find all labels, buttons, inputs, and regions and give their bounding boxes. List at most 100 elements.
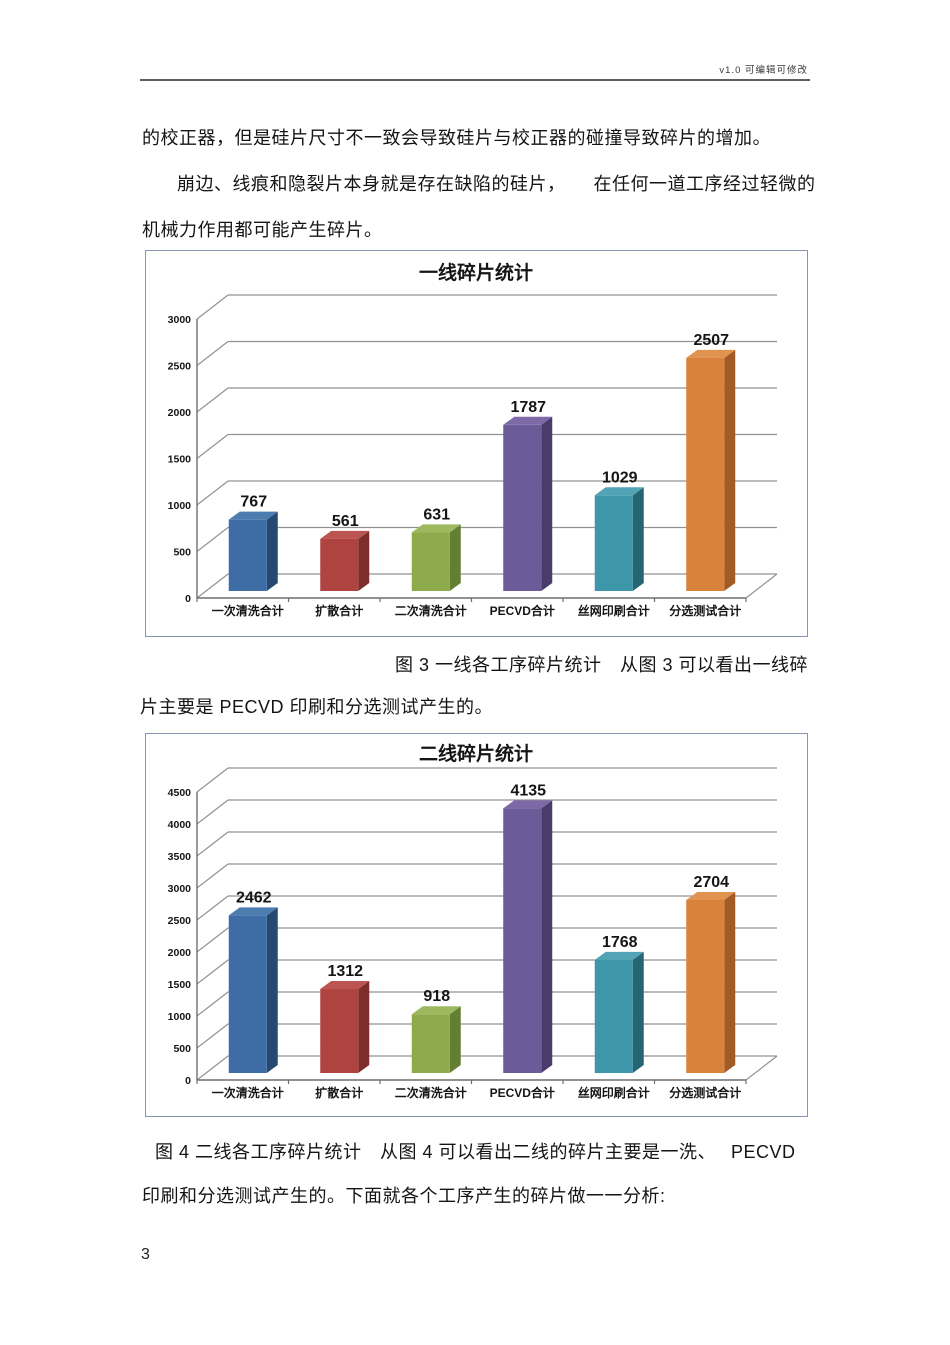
category-label: 扩散合计 [315, 603, 363, 618]
bar-front-face [228, 519, 267, 591]
y-tick-label: 2500 [168, 361, 192, 373]
y-tick-label: 500 [173, 1043, 191, 1055]
paragraph-line-3: 机械力作用都可能产生碎片。 [142, 220, 383, 240]
bar-column-分选测试合计: 2507 [686, 332, 736, 591]
wall-diagonal [196, 341, 229, 366]
bar-column-一次清洗合计: 767 [228, 494, 278, 591]
header-version-note: v1.0 可编辑可修改 [719, 65, 808, 76]
bar-top-face [320, 530, 370, 539]
y-tick-label: 4500 [168, 787, 192, 799]
y-tick-label: 3500 [168, 851, 192, 863]
bar-value-label: 1768 [602, 934, 638, 951]
bar-value-label: 2462 [236, 889, 272, 906]
y-tick-label: 4000 [168, 819, 192, 831]
bar-front-face [686, 899, 725, 1073]
bar-front-face [503, 808, 542, 1073]
wall-diagonal [196, 480, 229, 506]
bar-side-face [541, 416, 553, 591]
y-tick-label: 1500 [168, 454, 192, 466]
wall-diagonal [196, 927, 229, 953]
wall-diagonal [196, 831, 229, 857]
bar-front-face [320, 538, 359, 591]
bar-column-扩散合计: 1312 [320, 963, 370, 1073]
bar-front-face [228, 915, 267, 1073]
bar-top-face [411, 1006, 461, 1015]
bar-front-face [320, 989, 359, 1073]
chart-title: 二线碎片统计 [419, 742, 533, 765]
line2-fragment-bar-chart: 二线碎片统计 0 500 1000 1500 2000 2500 3000 3500 4000 45… [168, 742, 778, 1100]
chart-frame-line2: 二线碎片统计 0 500 1000 1500 2000 2500 3000 3500 4000 45… [145, 733, 808, 1117]
y-tick-label: 1000 [168, 1011, 192, 1023]
bar-front-face [686, 357, 725, 591]
y-tick-label: 0 [185, 593, 191, 605]
category-label: 扩散合计 [315, 1085, 363, 1100]
wall-diagonal [196, 434, 229, 459]
y-tick-label: 2000 [168, 947, 192, 959]
wall-diagonal [196, 294, 229, 320]
bar-value-label: 631 [423, 506, 450, 523]
bar-top-face [503, 800, 553, 809]
bar-top-face [594, 487, 644, 496]
header-rule [140, 79, 810, 81]
bar-value-label: 1029 [602, 469, 638, 486]
bar-front-face [411, 532, 450, 591]
bar-value-label: 2704 [693, 874, 729, 891]
bar-value-label: 1312 [327, 963, 363, 980]
wall-diagonal [196, 863, 229, 889]
bar-side-face [632, 487, 644, 591]
bar-top-face [503, 416, 553, 425]
bar-side-face [449, 524, 461, 591]
figure4-caption-line-1: 图 4 二线各工序碎片统计 从图 4 可以看出二线的碎片主要是一洗、 PECVD [155, 1142, 796, 1162]
bar-value-label: 767 [240, 494, 267, 511]
bar-front-face [594, 495, 633, 591]
bar-value-label: 4135 [510, 782, 546, 799]
floor-right-edge [745, 1055, 778, 1081]
paragraph-line-1: 的校正器，但是硅片尺寸不一致会导致硅片与校正器的碰撞导致碎片的增加。 [142, 128, 771, 148]
bar-column-一次清洗合计: 2462 [228, 889, 278, 1073]
bar-front-face [503, 424, 542, 591]
wall-diagonal [196, 895, 229, 921]
bar-top-face [228, 907, 278, 916]
bar-side-face [358, 530, 370, 591]
bar-front-face [411, 1014, 450, 1073]
bar-top-face [686, 349, 736, 358]
paragraph-line-2: 崩边、线痕和隐裂片本身就是存在缺陷的硅片， 在任何一道工序经过轻微的 [177, 174, 816, 194]
bar-column-二次清洗合计: 631 [411, 506, 461, 591]
category-label: 丝网印刷合计 [578, 1085, 650, 1100]
bar-top-face [686, 891, 736, 900]
bar-side-face [724, 349, 736, 591]
bar-side-face [541, 800, 553, 1073]
wall-diagonal [196, 1055, 229, 1081]
floor-right-edge [745, 573, 778, 599]
axes-group [196, 319, 778, 602]
page-number: 3 [141, 1246, 150, 1263]
bar-column-二次清洗合计: 918 [411, 988, 461, 1073]
category-label: 分选测试合计 [669, 603, 741, 618]
gridlines-group: 0 500 1000 1500 2000 2500 3000 [168, 294, 777, 605]
bar-front-face [594, 959, 633, 1073]
category-label: 一次清洗合计 [212, 1085, 284, 1100]
bar-value-label: 2507 [693, 332, 729, 349]
wall-diagonal [196, 573, 229, 599]
category-label: PECVD合计 [490, 603, 555, 618]
bar-top-face [411, 524, 461, 533]
bar-side-face [724, 891, 736, 1073]
wall-diagonal [196, 991, 229, 1017]
y-tick-label: 2000 [168, 407, 192, 419]
bar-top-face [320, 981, 370, 990]
category-label: 一次清洗合计 [212, 603, 284, 618]
category-label: 二次清洗合计 [395, 1085, 467, 1100]
y-tick-label: 3000 [168, 883, 192, 895]
bar-side-face [632, 951, 644, 1073]
chart-frame-line1: 一线碎片统计 0 500 1000 1500 2000 2500 3000 767 一次清洗合计 5… [145, 250, 808, 637]
y-tick-label: 0 [185, 1075, 191, 1087]
bar-side-face [266, 907, 278, 1073]
wall-diagonal [196, 799, 229, 825]
figure3-caption-line-1: 图 3 一线各工序碎片统计 从图 3 可以看出一线碎 [395, 655, 809, 675]
y-tick-label: 500 [173, 547, 191, 559]
bar-side-face [358, 981, 370, 1073]
wall-diagonal [196, 1023, 229, 1049]
category-label: PECVD合计 [490, 1085, 555, 1100]
wall-diagonal [196, 527, 229, 552]
